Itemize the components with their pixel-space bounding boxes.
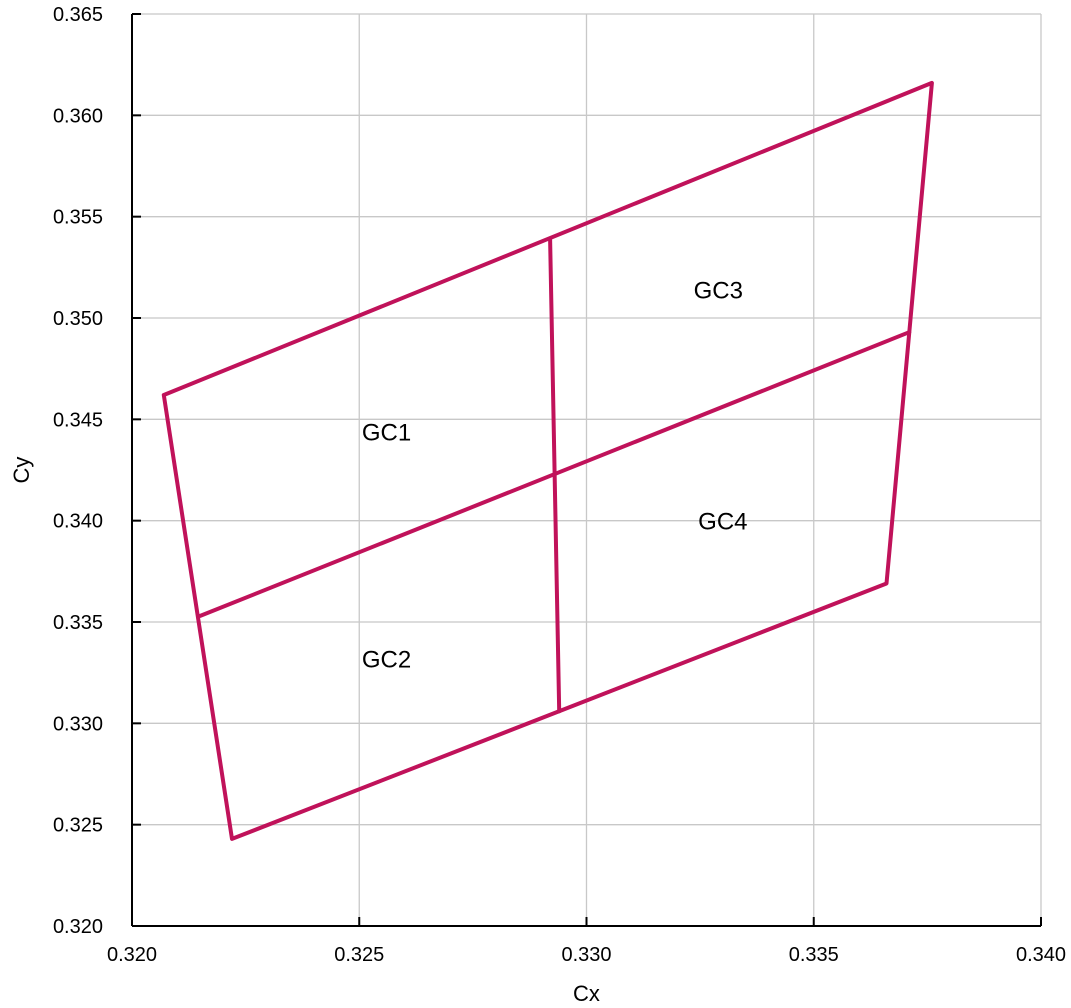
- bin-boundary-line: [548, 237, 562, 714]
- bin-boundary-line: [161, 80, 934, 841]
- region-label: GC3: [694, 278, 743, 305]
- axes: [131, 13, 1042, 927]
- x-tick-label: 0.335: [789, 944, 839, 966]
- region-label: GC1: [362, 419, 411, 446]
- y-tick-label: 0.330: [53, 713, 103, 735]
- region-label: GC4: [698, 509, 747, 536]
- y-tick-label: 0.325: [53, 815, 103, 837]
- region-label: GC2: [362, 646, 411, 673]
- x-axis-title: Cx: [573, 981, 600, 1006]
- y-tick-label: 0.340: [53, 511, 103, 533]
- y-tick-label: 0.320: [53, 916, 103, 938]
- y-tick-label: 0.350: [53, 308, 103, 330]
- x-tick-label: 0.325: [334, 944, 384, 966]
- y-tick-label: 0.345: [53, 409, 103, 431]
- x-tick-label: 0.320: [107, 944, 157, 966]
- region-labels: GC1 GC2 GC3 GC4: [362, 278, 748, 674]
- y-tick-label: 0.360: [53, 105, 103, 127]
- y-tick-label: 0.355: [53, 207, 103, 229]
- series-lines: [161, 80, 934, 841]
- x-tick-label: 0.330: [561, 944, 611, 966]
- x-tick-label: 0.340: [1016, 944, 1066, 966]
- grid-lines: [132, 13, 1042, 926]
- y-tick-label: 0.365: [53, 4, 103, 26]
- tick-labels: 0.320 0.325 0.330 0.335 0.340 0.320 0.325 0.330…: [53, 4, 1066, 966]
- y-tick-label: 0.335: [53, 612, 103, 634]
- y-axis-title: Cy: [9, 457, 34, 484]
